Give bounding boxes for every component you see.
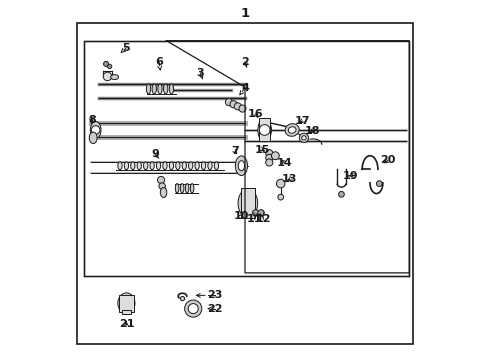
Text: 6: 6 bbox=[155, 57, 163, 67]
Ellipse shape bbox=[243, 196, 253, 211]
Ellipse shape bbox=[158, 84, 162, 94]
Ellipse shape bbox=[147, 84, 151, 94]
Text: 15: 15 bbox=[254, 145, 270, 155]
Ellipse shape bbox=[180, 184, 184, 193]
Ellipse shape bbox=[124, 162, 128, 170]
Ellipse shape bbox=[288, 127, 296, 133]
Ellipse shape bbox=[258, 118, 271, 141]
Text: 2: 2 bbox=[241, 57, 249, 67]
Ellipse shape bbox=[137, 162, 142, 170]
Circle shape bbox=[234, 103, 242, 110]
Ellipse shape bbox=[164, 84, 168, 94]
Text: 14: 14 bbox=[276, 158, 292, 168]
Bar bbox=[242, 188, 255, 217]
Ellipse shape bbox=[238, 161, 245, 171]
Text: 12: 12 bbox=[256, 214, 271, 224]
Circle shape bbox=[259, 125, 270, 135]
Ellipse shape bbox=[131, 162, 135, 170]
Ellipse shape bbox=[144, 162, 148, 170]
Circle shape bbox=[239, 105, 246, 112]
Bar bbox=[84, 41, 409, 276]
Ellipse shape bbox=[201, 162, 206, 170]
Circle shape bbox=[225, 99, 232, 106]
Text: 21: 21 bbox=[119, 319, 134, 329]
Ellipse shape bbox=[152, 84, 156, 94]
Bar bbox=[259, 118, 270, 141]
Ellipse shape bbox=[176, 162, 180, 170]
Ellipse shape bbox=[285, 124, 299, 136]
Circle shape bbox=[103, 62, 109, 66]
Circle shape bbox=[271, 152, 279, 159]
Ellipse shape bbox=[89, 132, 97, 144]
Circle shape bbox=[159, 183, 165, 189]
Ellipse shape bbox=[169, 162, 173, 170]
Circle shape bbox=[266, 154, 273, 161]
Text: 3: 3 bbox=[196, 68, 204, 78]
Ellipse shape bbox=[195, 162, 199, 170]
Ellipse shape bbox=[208, 162, 212, 170]
Text: 18: 18 bbox=[305, 126, 320, 136]
Ellipse shape bbox=[156, 162, 161, 170]
Circle shape bbox=[180, 296, 185, 301]
Circle shape bbox=[278, 194, 284, 200]
Ellipse shape bbox=[122, 298, 131, 309]
Circle shape bbox=[103, 72, 112, 81]
Text: 19: 19 bbox=[343, 171, 358, 181]
Ellipse shape bbox=[238, 189, 258, 217]
Circle shape bbox=[299, 133, 309, 143]
Text: 11: 11 bbox=[247, 214, 263, 224]
Text: 20: 20 bbox=[380, 156, 395, 165]
Ellipse shape bbox=[190, 184, 194, 193]
Ellipse shape bbox=[235, 156, 247, 176]
Ellipse shape bbox=[189, 162, 193, 170]
Ellipse shape bbox=[261, 124, 268, 136]
Ellipse shape bbox=[118, 293, 135, 314]
Text: 13: 13 bbox=[282, 174, 297, 184]
Text: 10: 10 bbox=[234, 211, 249, 221]
Ellipse shape bbox=[163, 162, 167, 170]
Ellipse shape bbox=[90, 121, 101, 139]
Text: 17: 17 bbox=[294, 116, 310, 126]
Text: 22: 22 bbox=[207, 303, 222, 314]
Ellipse shape bbox=[111, 75, 119, 80]
Ellipse shape bbox=[118, 162, 122, 170]
Circle shape bbox=[266, 159, 273, 166]
Ellipse shape bbox=[160, 188, 167, 198]
Ellipse shape bbox=[175, 184, 179, 193]
Circle shape bbox=[107, 64, 112, 68]
Circle shape bbox=[185, 300, 202, 317]
Text: 5: 5 bbox=[122, 43, 130, 53]
Text: 9: 9 bbox=[151, 149, 159, 159]
Circle shape bbox=[276, 179, 285, 188]
Text: 1: 1 bbox=[241, 8, 249, 21]
Text: 4: 4 bbox=[241, 83, 249, 93]
Ellipse shape bbox=[182, 162, 186, 170]
Circle shape bbox=[252, 210, 259, 216]
Circle shape bbox=[266, 150, 273, 157]
Circle shape bbox=[188, 303, 198, 314]
Ellipse shape bbox=[169, 84, 173, 94]
Text: 7: 7 bbox=[231, 147, 239, 157]
Circle shape bbox=[157, 176, 165, 184]
Circle shape bbox=[92, 126, 100, 134]
Text: 23: 23 bbox=[207, 291, 222, 300]
Circle shape bbox=[258, 210, 264, 216]
Bar bbox=[122, 310, 131, 314]
Ellipse shape bbox=[150, 162, 154, 170]
Text: 8: 8 bbox=[88, 115, 96, 125]
Ellipse shape bbox=[185, 184, 189, 193]
Ellipse shape bbox=[214, 162, 219, 170]
Circle shape bbox=[230, 101, 237, 108]
Circle shape bbox=[339, 192, 344, 197]
Bar bbox=[119, 295, 134, 312]
Text: 16: 16 bbox=[248, 109, 264, 119]
Circle shape bbox=[302, 136, 306, 140]
Circle shape bbox=[376, 181, 382, 186]
